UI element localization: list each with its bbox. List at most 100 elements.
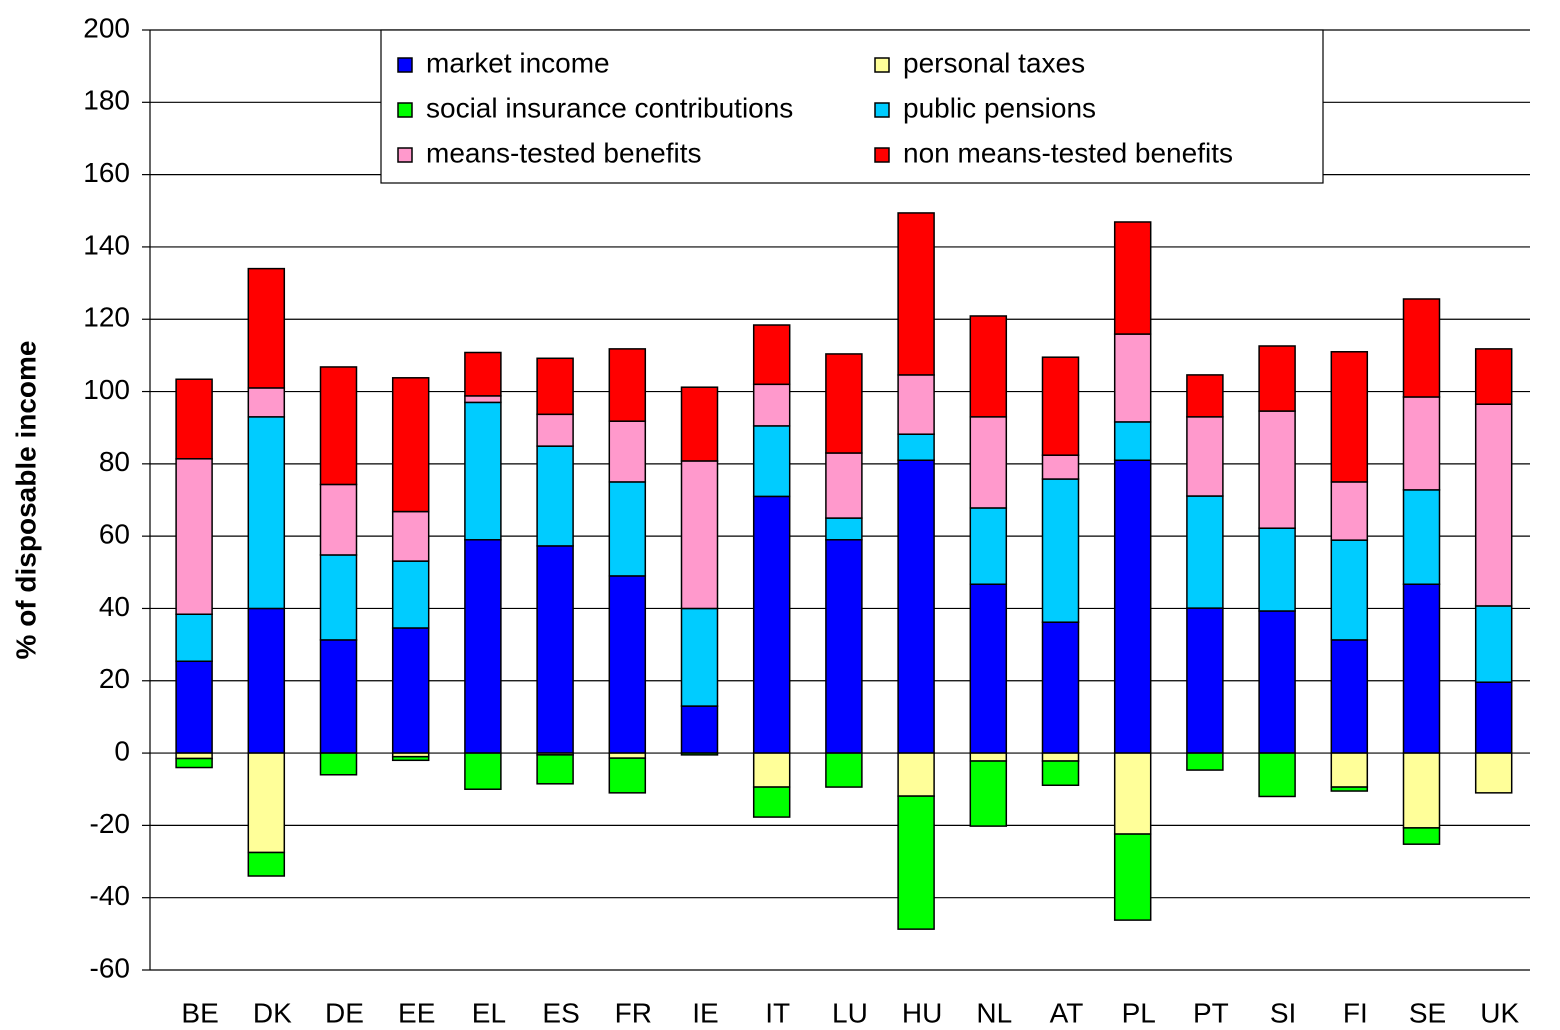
x-tick-label: SE (1409, 997, 1446, 1028)
bar-segment (1041, 621, 1080, 754)
y-tick-label: 100 (83, 374, 130, 405)
legend-label: non means-tested benefits (903, 137, 1233, 168)
bar-segment (1474, 605, 1513, 683)
bar-segment (897, 374, 935, 435)
y-tick-label: 40 (99, 591, 130, 622)
bar-segment (825, 353, 863, 454)
y-tick-label: 140 (83, 229, 130, 260)
bar-segment (1258, 752, 1296, 798)
x-tick-label: IT (765, 997, 790, 1028)
bar-segment (680, 607, 719, 707)
bar-segment (464, 752, 502, 790)
bar-segment (680, 386, 719, 462)
bar-segment (247, 416, 286, 610)
y-tick-label: 120 (83, 302, 130, 333)
bar-segment (1113, 333, 1152, 423)
bar-segment (1258, 410, 1296, 529)
bar-segment (897, 795, 935, 930)
legend-marker (874, 102, 890, 118)
bar-segment (1113, 752, 1152, 835)
bar-segment (1474, 752, 1513, 794)
bar-segment (1041, 760, 1080, 787)
bar-segment (464, 351, 502, 397)
bar-segment (1330, 639, 1369, 754)
x-tick-label: LU (832, 997, 868, 1028)
bar-segment (825, 539, 863, 754)
legend-marker (874, 57, 890, 73)
bar-segment (608, 481, 647, 577)
bar-segment (1258, 527, 1296, 612)
y-tick-label: -20 (90, 808, 130, 839)
y-tick-label: 180 (83, 85, 130, 116)
bar-segment (464, 401, 502, 541)
bar-segment (1402, 583, 1441, 754)
bar-segment (464, 539, 502, 754)
bar-segment (1402, 827, 1441, 845)
bar-segment (897, 752, 935, 797)
bar-segment (1186, 607, 1224, 754)
bar-segment (247, 387, 286, 418)
bar-segment (319, 554, 358, 641)
x-tick-label: AT (1050, 997, 1084, 1028)
bar-segment (1402, 489, 1441, 585)
bar-segment (175, 660, 213, 754)
bar-segment (969, 583, 1008, 754)
legend-box (380, 29, 1324, 184)
bar-segment (608, 752, 647, 759)
bar-segment (319, 639, 358, 754)
y-tick-label: 160 (83, 157, 130, 188)
bar-segment (319, 752, 358, 776)
bar-segment (391, 510, 430, 562)
bar-segment (247, 851, 286, 877)
bar-segment (1258, 345, 1296, 412)
bar-segment (391, 755, 430, 762)
bar-segment (608, 757, 647, 794)
y-tick-label: 20 (99, 663, 130, 694)
bar-segment (1258, 610, 1296, 754)
y-tick-label: -60 (90, 952, 130, 983)
bar-segment (1186, 495, 1224, 609)
bar-segment (1186, 416, 1224, 497)
bar-segment (1186, 374, 1224, 418)
legend-label: market income (426, 47, 610, 78)
bar-segment (1402, 396, 1441, 491)
bar-segment (1474, 681, 1513, 754)
bar-segment (175, 757, 213, 769)
bar-segment (1330, 539, 1369, 641)
bar-segment (680, 752, 719, 756)
bar-segment (969, 315, 1008, 418)
x-tick-label: FR (615, 997, 652, 1028)
y-tick-label: -40 (90, 880, 130, 911)
x-tick-label: PT (1193, 997, 1229, 1028)
bar-segment (391, 377, 430, 513)
y-tick-label: 0 (114, 735, 130, 766)
bar-segment (464, 395, 502, 404)
bar-segment (680, 705, 719, 754)
legend-marker (397, 147, 413, 163)
bar-segment (752, 324, 791, 386)
x-tick-label: EE (398, 997, 435, 1028)
bar-segment (1330, 752, 1369, 788)
bar-segment (319, 366, 358, 486)
bar-segment (897, 433, 935, 461)
bar-segment (536, 545, 574, 754)
legend-marker (874, 147, 890, 163)
y-axis-label: % of disposable income (10, 341, 41, 660)
bar-segment (825, 517, 863, 541)
y-tick-label: 80 (99, 446, 130, 477)
bar-segment (1330, 351, 1369, 483)
x-tick-label: EL (472, 997, 506, 1028)
bar-segment (1113, 221, 1152, 335)
legend-label: social insurance contributions (426, 92, 793, 123)
x-tick-label: DK (253, 997, 292, 1028)
x-tick-label: NL (976, 997, 1012, 1028)
bar-segment (247, 607, 286, 754)
x-tick-label: SI (1270, 997, 1296, 1028)
legend-label: public pensions (903, 92, 1096, 123)
bar-segment (536, 413, 574, 447)
bar-segment (969, 507, 1008, 585)
bar-segment (391, 560, 430, 629)
legend-marker (397, 57, 413, 73)
bar-segment (1113, 459, 1152, 754)
